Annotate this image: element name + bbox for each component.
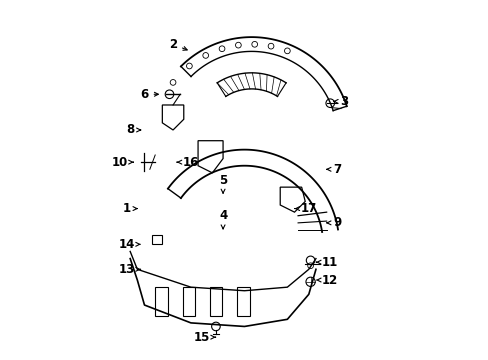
Text: 2: 2 [169, 38, 187, 51]
Text: 12: 12 [316, 274, 338, 287]
Text: 9: 9 [326, 216, 341, 229]
Text: 5: 5 [219, 174, 227, 193]
Text: 11: 11 [316, 256, 338, 269]
Text: 10: 10 [111, 156, 133, 168]
Text: 16: 16 [177, 156, 199, 168]
Text: 7: 7 [326, 163, 341, 176]
Text: 13: 13 [118, 263, 140, 276]
Text: 3: 3 [333, 95, 348, 108]
Text: 15: 15 [193, 331, 215, 344]
Text: 1: 1 [122, 202, 137, 215]
Text: 14: 14 [118, 238, 140, 251]
Text: 6: 6 [140, 88, 158, 101]
Text: 8: 8 [126, 123, 140, 136]
Text: 4: 4 [219, 209, 227, 229]
Text: 17: 17 [294, 202, 316, 215]
